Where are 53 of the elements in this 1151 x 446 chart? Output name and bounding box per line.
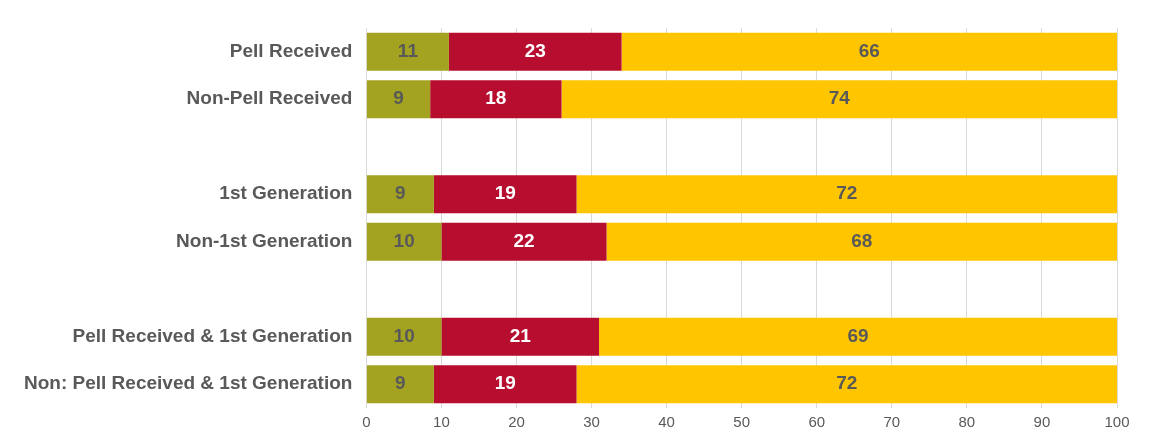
x-tick-label: 0	[362, 413, 371, 431]
data-label: 10	[393, 229, 415, 251]
x-tick-label: 40	[658, 413, 675, 431]
x-tick-label: 60	[808, 413, 826, 431]
bar	[621, 32, 1117, 71]
y-tick-label: Pell Received	[229, 39, 353, 61]
bar	[441, 317, 600, 356]
data-label: 18	[485, 87, 507, 109]
data-label: 68	[851, 229, 873, 251]
data-label: 19	[494, 182, 516, 204]
data-label: 9	[393, 87, 404, 109]
bar	[576, 365, 1117, 404]
bar	[433, 175, 577, 214]
y-tick-label: Non-Pell Received	[186, 87, 353, 109]
data-label: 69	[847, 324, 869, 346]
data-label: 22	[513, 229, 535, 251]
data-label: 9	[395, 372, 406, 394]
bar	[599, 317, 1117, 356]
data-label: 72	[836, 372, 858, 394]
bar	[576, 175, 1117, 214]
data-label: 10	[393, 324, 415, 346]
bar	[430, 80, 562, 119]
data-label: 9	[395, 182, 406, 204]
bar	[433, 365, 577, 404]
x-tick-label: 30	[583, 413, 600, 431]
y-tick-label: Non: Pell Received & 1st Generation	[24, 372, 353, 394]
data-label: 19	[494, 372, 516, 394]
bar	[561, 80, 1117, 119]
bar	[448, 32, 622, 71]
y-tick-label: Pell Received & 1st Generation	[72, 324, 353, 346]
x-tick-label: 10	[433, 413, 450, 431]
x-tick-label: 100	[1104, 413, 1130, 431]
y-tick-label: 1st Generation	[219, 182, 353, 204]
bar	[366, 365, 434, 404]
x-tick-label: 50	[733, 413, 751, 431]
bar	[366, 222, 442, 261]
bar	[366, 80, 431, 119]
bar	[606, 222, 1117, 261]
x-tick-label: 20	[508, 413, 525, 431]
bar	[441, 222, 607, 261]
data-label: 23	[524, 39, 546, 61]
bar	[366, 175, 434, 214]
bar	[366, 317, 442, 356]
data-label: 11	[397, 39, 419, 61]
x-tick-label: 70	[883, 413, 901, 431]
x-tick-label: 80	[958, 413, 976, 431]
y-tick-label: Non-1st Generation	[176, 229, 353, 251]
bar	[366, 32, 449, 71]
data-label: 21	[509, 324, 532, 346]
x-tick-label: 90	[1033, 413, 1051, 431]
data-label: 74	[828, 87, 851, 109]
data-label: 72	[836, 182, 858, 204]
data-label: 66	[858, 39, 880, 61]
